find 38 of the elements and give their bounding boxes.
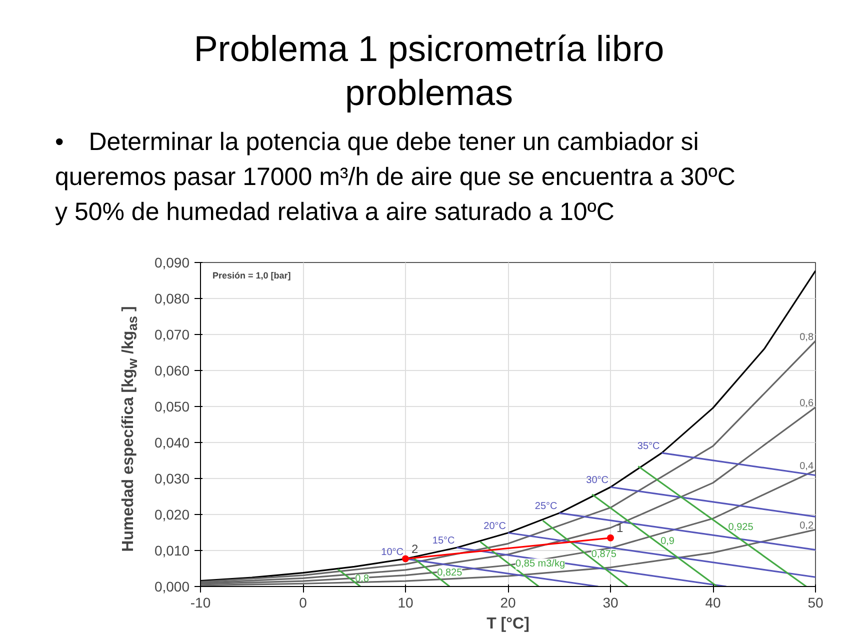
y-tick-label: 0,070 [154,326,190,342]
series-label: 0,8 [800,332,814,343]
x-tick-label: 0 [299,594,308,610]
y-tick-label: 0,010 [154,542,190,558]
series-label: 10°C [381,546,404,558]
y-tick-label: 0,000 [154,578,190,594]
y-tick-label: 0,080 [154,290,190,306]
y-tick-label: 0,040 [154,434,190,450]
x-axis-title: T [°C] [486,616,530,632]
series-label: 0,6 [800,398,814,410]
series-label: 0,925 [728,522,754,533]
series-label: 15°C [432,536,455,547]
x-tick-label: 20 [500,594,516,610]
y-tick-label: 0,020 [154,506,190,522]
series-label: 30°C [586,475,608,486]
series-label: 0,85 m3/kg [516,558,566,570]
series-label: 25°C [534,501,558,512]
x-tick-label: 40 [705,594,721,610]
series-label: 0,9 [660,536,675,547]
series-label: 0,2 [800,520,814,532]
x-tick-label: 30 [602,594,618,610]
y-tick-label: 0,030 [154,470,190,486]
x-tick-label: -10 [190,594,211,610]
series-label: 0,4 [800,461,814,472]
series-label: 0,875 [591,549,617,560]
y-tick-label: 0,060 [154,362,190,378]
series-label: 0,825 [437,567,463,578]
annotation: 1 [616,520,624,535]
x-tick-label: 10 [398,594,414,610]
y-tick-label: 0,090 [154,254,190,270]
chart-subtitle: • Determinar la potencia que debe tener un cambiador si queremos pasar 17000 m³/h de aire que se encuentra a 30ºC y 50% de humedad relativa a aire saturado a 10ºC [55,127,736,228]
chart-title: Problema 1 psicrometría libro problemas [192,27,666,115]
x-tick-label: 50 [808,594,824,610]
series-label: 35°C [637,440,660,452]
series-label: 20°C [484,520,506,532]
annotation: 2 [412,542,418,556]
annotation: Presión = 1,0 [bar] [212,270,291,280]
y-tick-label: 0,050 [154,398,190,414]
